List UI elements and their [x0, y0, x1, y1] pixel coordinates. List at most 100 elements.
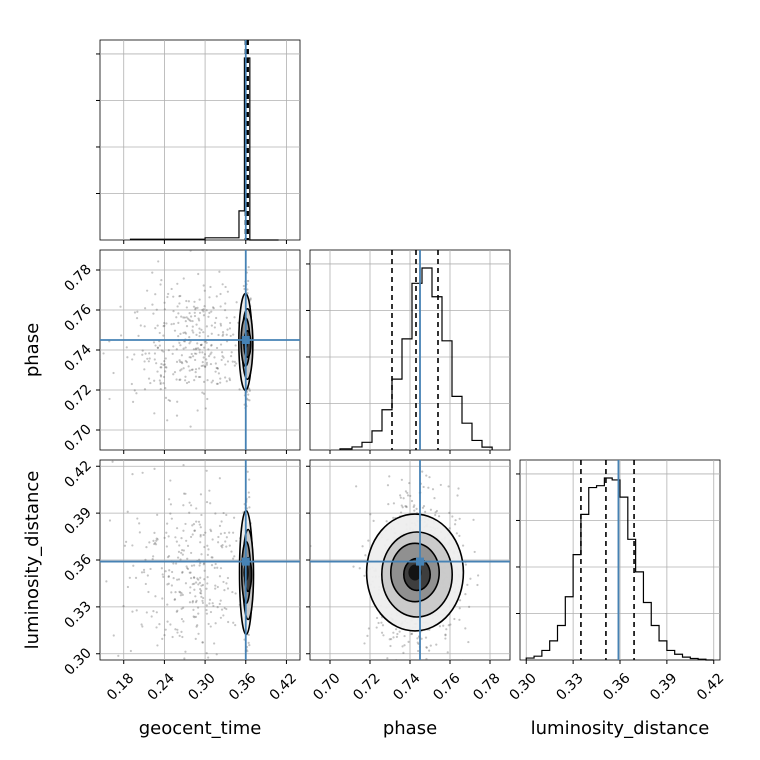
scatter-point	[246, 398, 249, 401]
scatter-point	[137, 334, 140, 338]
scatter-point	[172, 310, 175, 313]
scatter-point	[196, 409, 199, 412]
scatter-point	[205, 325, 208, 328]
scatter-point	[198, 351, 201, 354]
scatter-point	[169, 503, 172, 506]
scatter-point	[425, 474, 428, 477]
scatter-point	[133, 389, 136, 392]
scatter-point	[146, 289, 149, 292]
scatter-point	[425, 646, 428, 649]
scatter-point	[153, 352, 157, 355]
scatter-point	[204, 365, 207, 368]
scatter-point	[410, 632, 413, 636]
scatter-point	[407, 640, 410, 644]
scatter-point	[164, 357, 167, 360]
scatter-point	[388, 475, 391, 478]
scatter-point	[191, 368, 194, 371]
scatter-point	[367, 627, 371, 630]
scatter-point	[399, 511, 403, 514]
scatter-point	[221, 334, 224, 337]
scatter-point	[233, 316, 236, 319]
scatter-point	[434, 511, 437, 514]
scatter-point	[402, 651, 405, 654]
scatter-point	[155, 611, 158, 614]
scatter-point	[198, 558, 201, 561]
scatter-point	[167, 398, 170, 402]
scatter-point	[206, 553, 209, 556]
scatter-point	[148, 352, 151, 355]
scatter-point	[178, 544, 181, 547]
scatter-point	[184, 359, 187, 363]
scatter-point	[168, 399, 172, 402]
scatter-point	[210, 381, 213, 384]
scatter-point	[206, 379, 209, 382]
scatter-point	[193, 314, 197, 318]
scatter-point	[229, 355, 233, 358]
scatter-point	[377, 621, 380, 625]
scatter-point	[415, 507, 418, 510]
scatter-point	[205, 469, 208, 472]
scatter-point	[358, 567, 361, 570]
scatter-point	[186, 566, 189, 570]
scatter-point	[193, 588, 196, 591]
scatter-point	[476, 583, 479, 587]
scatter-point	[444, 634, 447, 637]
scatter-point	[182, 620, 185, 623]
scatter-point	[200, 595, 203, 598]
scatter-point	[458, 618, 461, 621]
histogram-geocent_time	[129, 57, 279, 241]
scatter-point	[406, 491, 409, 495]
scatter-point	[178, 359, 181, 362]
scatter-point	[182, 606, 185, 609]
scatter-point	[166, 583, 169, 586]
scatter-point	[175, 527, 179, 530]
scatter-point	[166, 603, 169, 606]
scatter-point	[392, 516, 395, 519]
scatter-point	[200, 364, 203, 368]
scatter-point	[447, 624, 450, 627]
scatter-point	[425, 657, 428, 660]
scatter-point	[177, 312, 180, 315]
scatter-point	[226, 576, 230, 580]
scatter-point	[224, 540, 227, 543]
scatter-point	[219, 616, 222, 619]
scatter-point	[168, 569, 171, 572]
scatter-point	[160, 366, 163, 369]
scatter-point	[211, 306, 215, 309]
scatter-point	[190, 352, 193, 356]
scatter-point	[200, 513, 203, 517]
scatter-point	[448, 511, 451, 515]
scatter-point	[221, 283, 224, 286]
scatter-point	[176, 631, 179, 634]
scatter-point	[406, 494, 410, 497]
scatter-point	[451, 515, 454, 518]
scatter-point	[198, 348, 201, 351]
scatter-point	[198, 311, 202, 315]
scatter-point	[401, 645, 404, 648]
scatter-point	[188, 356, 191, 359]
scatter-point	[163, 308, 166, 311]
scatter-point	[198, 327, 201, 330]
scatter-point	[212, 604, 215, 608]
scatter-point	[156, 513, 159, 516]
scatter-point	[144, 558, 147, 561]
scatter-point	[247, 633, 250, 636]
scatter-point	[171, 570, 174, 574]
scatter-point	[131, 400, 135, 403]
x-axis-title-luminosity_distance: luminosity_distance	[531, 718, 710, 739]
scatter-point	[191, 325, 194, 328]
scatter-point	[201, 361, 204, 364]
scatter-point	[141, 353, 144, 356]
scatter-point	[248, 644, 251, 647]
scatter-point	[234, 624, 237, 627]
scatter-point	[235, 362, 238, 365]
scatter-point	[466, 583, 469, 586]
scatter-point	[445, 628, 448, 631]
scatter-point	[210, 556, 213, 559]
truth-marker	[241, 557, 250, 566]
pair-contents	[310, 460, 510, 660]
scatter-point	[188, 342, 191, 345]
scatter-point	[181, 553, 184, 556]
scatter-point	[153, 379, 156, 382]
scatter-point	[206, 544, 209, 547]
